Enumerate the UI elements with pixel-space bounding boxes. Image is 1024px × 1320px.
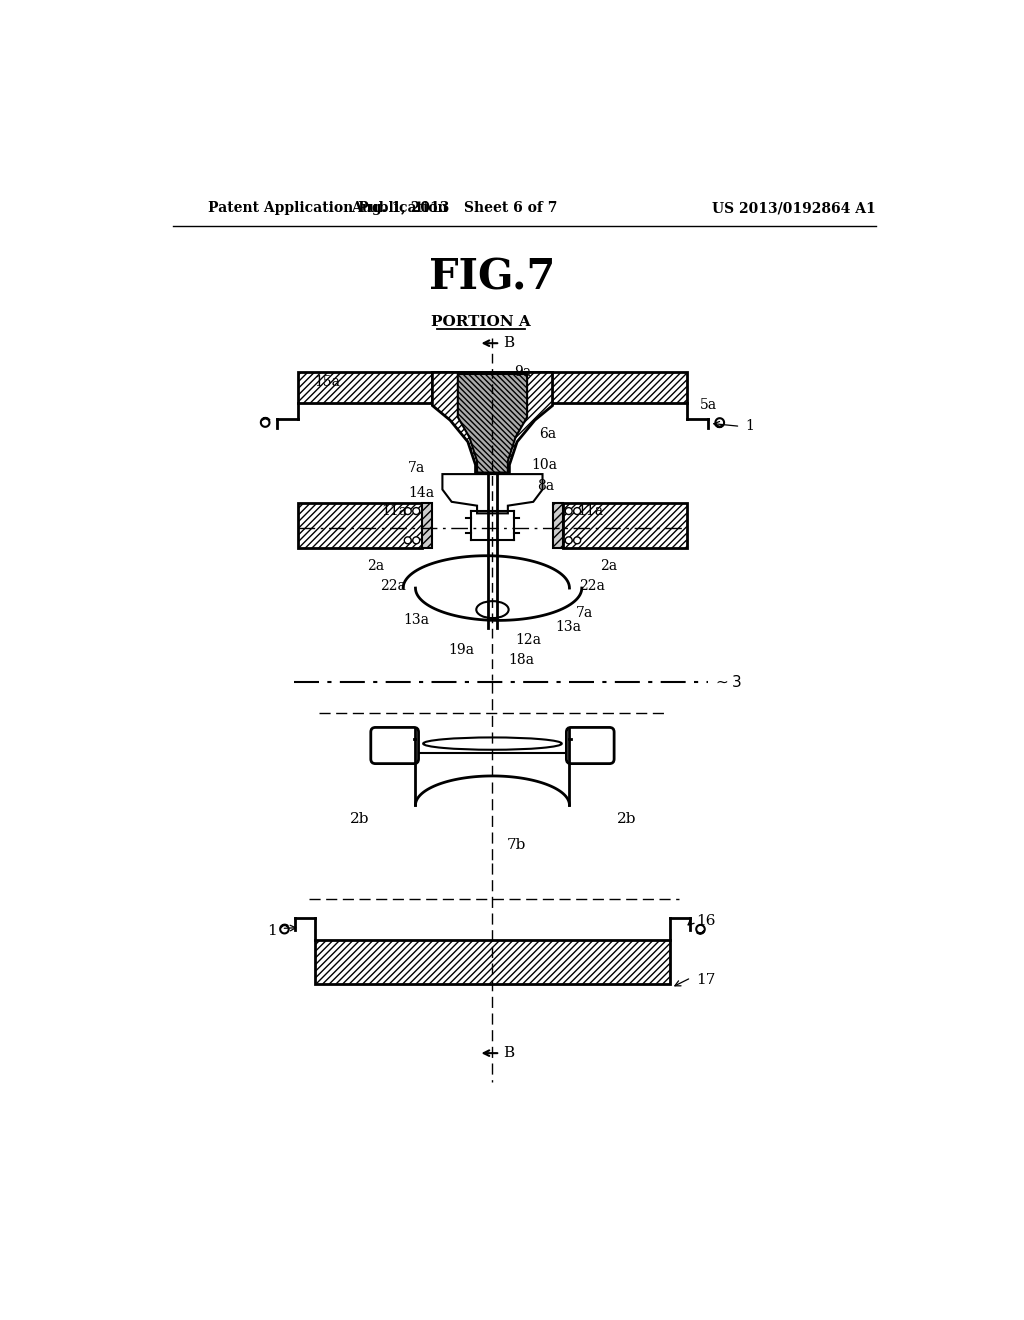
Circle shape: [565, 537, 572, 544]
Bar: [298, 503, 422, 548]
Text: $\sim$3: $\sim$3: [713, 675, 742, 690]
FancyBboxPatch shape: [371, 727, 419, 763]
Text: 6a: 6a: [539, 428, 556, 441]
Text: 14a: 14a: [408, 486, 434, 500]
Text: FIG.7: FIG.7: [429, 257, 556, 298]
Text: 17: 17: [696, 973, 716, 987]
Text: Aug. 1, 2013   Sheet 6 of 7: Aug. 1, 2013 Sheet 6 of 7: [351, 202, 557, 215]
Text: 2a: 2a: [600, 560, 617, 573]
Text: 15a: 15a: [314, 375, 340, 388]
Circle shape: [404, 508, 412, 515]
Text: 10a: 10a: [531, 458, 557, 471]
Circle shape: [573, 537, 581, 544]
Text: 16: 16: [696, 913, 716, 928]
Text: B: B: [503, 337, 514, 350]
Text: B: B: [503, 1047, 514, 1060]
Text: PORTION A: PORTION A: [431, 315, 530, 330]
Text: 12a: 12a: [515, 632, 542, 647]
Circle shape: [404, 537, 412, 544]
Text: 2a: 2a: [368, 560, 385, 573]
Bar: [315, 940, 670, 983]
Ellipse shape: [476, 601, 509, 618]
Text: 11a: 11a: [382, 504, 408, 517]
Text: 8a: 8a: [538, 479, 554, 492]
Text: 22a: 22a: [579, 578, 604, 593]
Circle shape: [565, 508, 572, 515]
Text: 13a: 13a: [403, 614, 429, 627]
Text: 1: 1: [267, 924, 276, 939]
Text: 18a: 18a: [508, 653, 534, 668]
Bar: [298, 372, 686, 404]
Polygon shape: [458, 374, 527, 473]
Text: 5a: 5a: [700, 397, 718, 412]
Text: Patent Application Publication: Patent Application Publication: [208, 202, 447, 215]
Text: 19a: 19a: [447, 643, 474, 656]
Bar: [422, 503, 432, 548]
Bar: [563, 503, 686, 548]
Polygon shape: [442, 474, 543, 513]
Polygon shape: [432, 372, 553, 474]
Text: US 2013/0192864 A1: US 2013/0192864 A1: [712, 202, 876, 215]
Text: 11a: 11a: [578, 504, 603, 517]
Circle shape: [413, 508, 420, 515]
Text: 2b: 2b: [616, 812, 636, 826]
Circle shape: [413, 537, 420, 544]
Text: 7a: 7a: [575, 606, 593, 619]
Text: 2b: 2b: [350, 812, 370, 826]
Text: 9a: 9a: [514, 366, 531, 379]
FancyBboxPatch shape: [566, 727, 614, 763]
Text: 22a: 22a: [380, 578, 407, 593]
Text: 7b: 7b: [506, 838, 525, 853]
Bar: [553, 503, 563, 548]
Text: 1: 1: [745, 420, 754, 433]
Circle shape: [573, 508, 581, 515]
Text: 7a: 7a: [408, 461, 425, 475]
Text: 13a: 13a: [556, 619, 582, 634]
